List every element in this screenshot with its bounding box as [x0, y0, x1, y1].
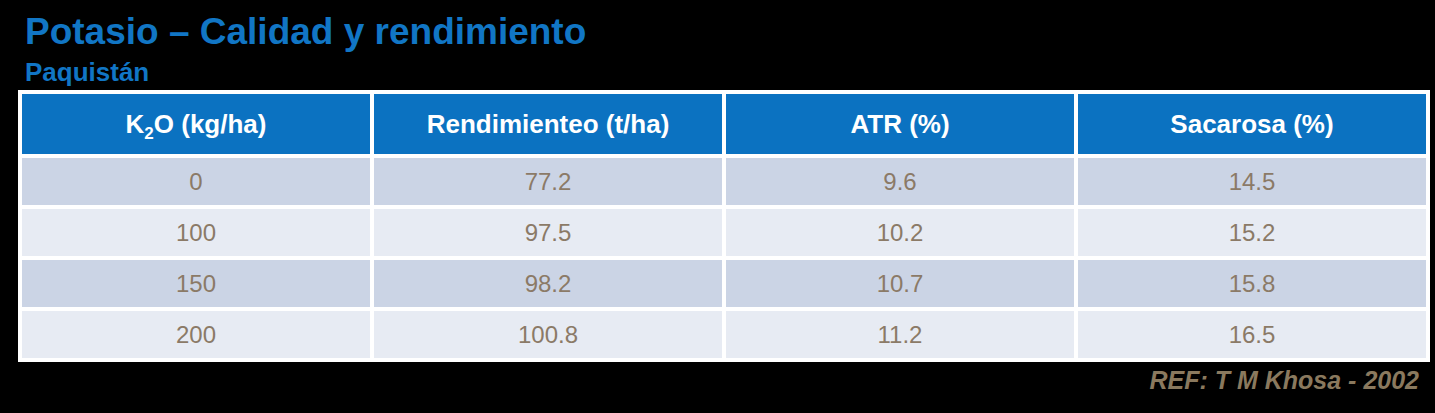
table-cell-k2o: 150 — [22, 260, 370, 307]
table-row: 200 100.8 11.2 16.5 — [22, 311, 1426, 358]
table-cell-rendimiento: 100.8 — [374, 311, 722, 358]
header-cell-atr: ATR (%) — [726, 94, 1074, 154]
table-row: 0 77.2 9.6 14.5 — [22, 158, 1426, 205]
page-title: Potasio – Calidad y rendimiento — [25, 12, 586, 53]
header-k2o-post: O (kg/ha) — [154, 109, 267, 139]
page-subtitle: Paquistán — [25, 58, 149, 87]
reference-text: REF: T M Khosa - 2002 — [1150, 366, 1420, 395]
header-cell-sacarosa: Sacarosa (%) — [1078, 94, 1426, 154]
table-cell-atr: 10.2 — [726, 209, 1074, 256]
table-cell-atr: 11.2 — [726, 311, 1074, 358]
table-cell-k2o: 200 — [22, 311, 370, 358]
table-cell-k2o: 100 — [22, 209, 370, 256]
table-cell-sacarosa: 15.2 — [1078, 209, 1426, 256]
header-k2o-pre: K — [126, 109, 145, 139]
table-cell-atr: 10.7 — [726, 260, 1074, 307]
table-header: K2O (kg/ha) Rendimienteo (t/ha) ATR (%) … — [22, 94, 1426, 154]
table-cell-atr: 9.6 — [726, 158, 1074, 205]
table-cell-rendimiento: 97.5 — [374, 209, 722, 256]
data-table: K2O (kg/ha) Rendimienteo (t/ha) ATR (%) … — [18, 90, 1430, 362]
header-k2o-subscript: 2 — [144, 124, 153, 143]
table-row: 150 98.2 10.7 15.8 — [22, 260, 1426, 307]
table-row: 100 97.5 10.2 15.2 — [22, 209, 1426, 256]
table-header-row: K2O (kg/ha) Rendimienteo (t/ha) ATR (%) … — [22, 94, 1426, 154]
header-cell-k2o: K2O (kg/ha) — [22, 94, 370, 154]
header-cell-rendimiento: Rendimienteo (t/ha) — [374, 94, 722, 154]
table-cell-sacarosa: 15.8 — [1078, 260, 1426, 307]
table-cell-k2o: 0 — [22, 158, 370, 205]
table-body: 0 77.2 9.6 14.5 100 97.5 10.2 15.2 150 9… — [22, 158, 1426, 358]
table-cell-rendimiento: 98.2 — [374, 260, 722, 307]
table-cell-sacarosa: 16.5 — [1078, 311, 1426, 358]
table-cell-rendimiento: 77.2 — [374, 158, 722, 205]
table-cell-sacarosa: 14.5 — [1078, 158, 1426, 205]
